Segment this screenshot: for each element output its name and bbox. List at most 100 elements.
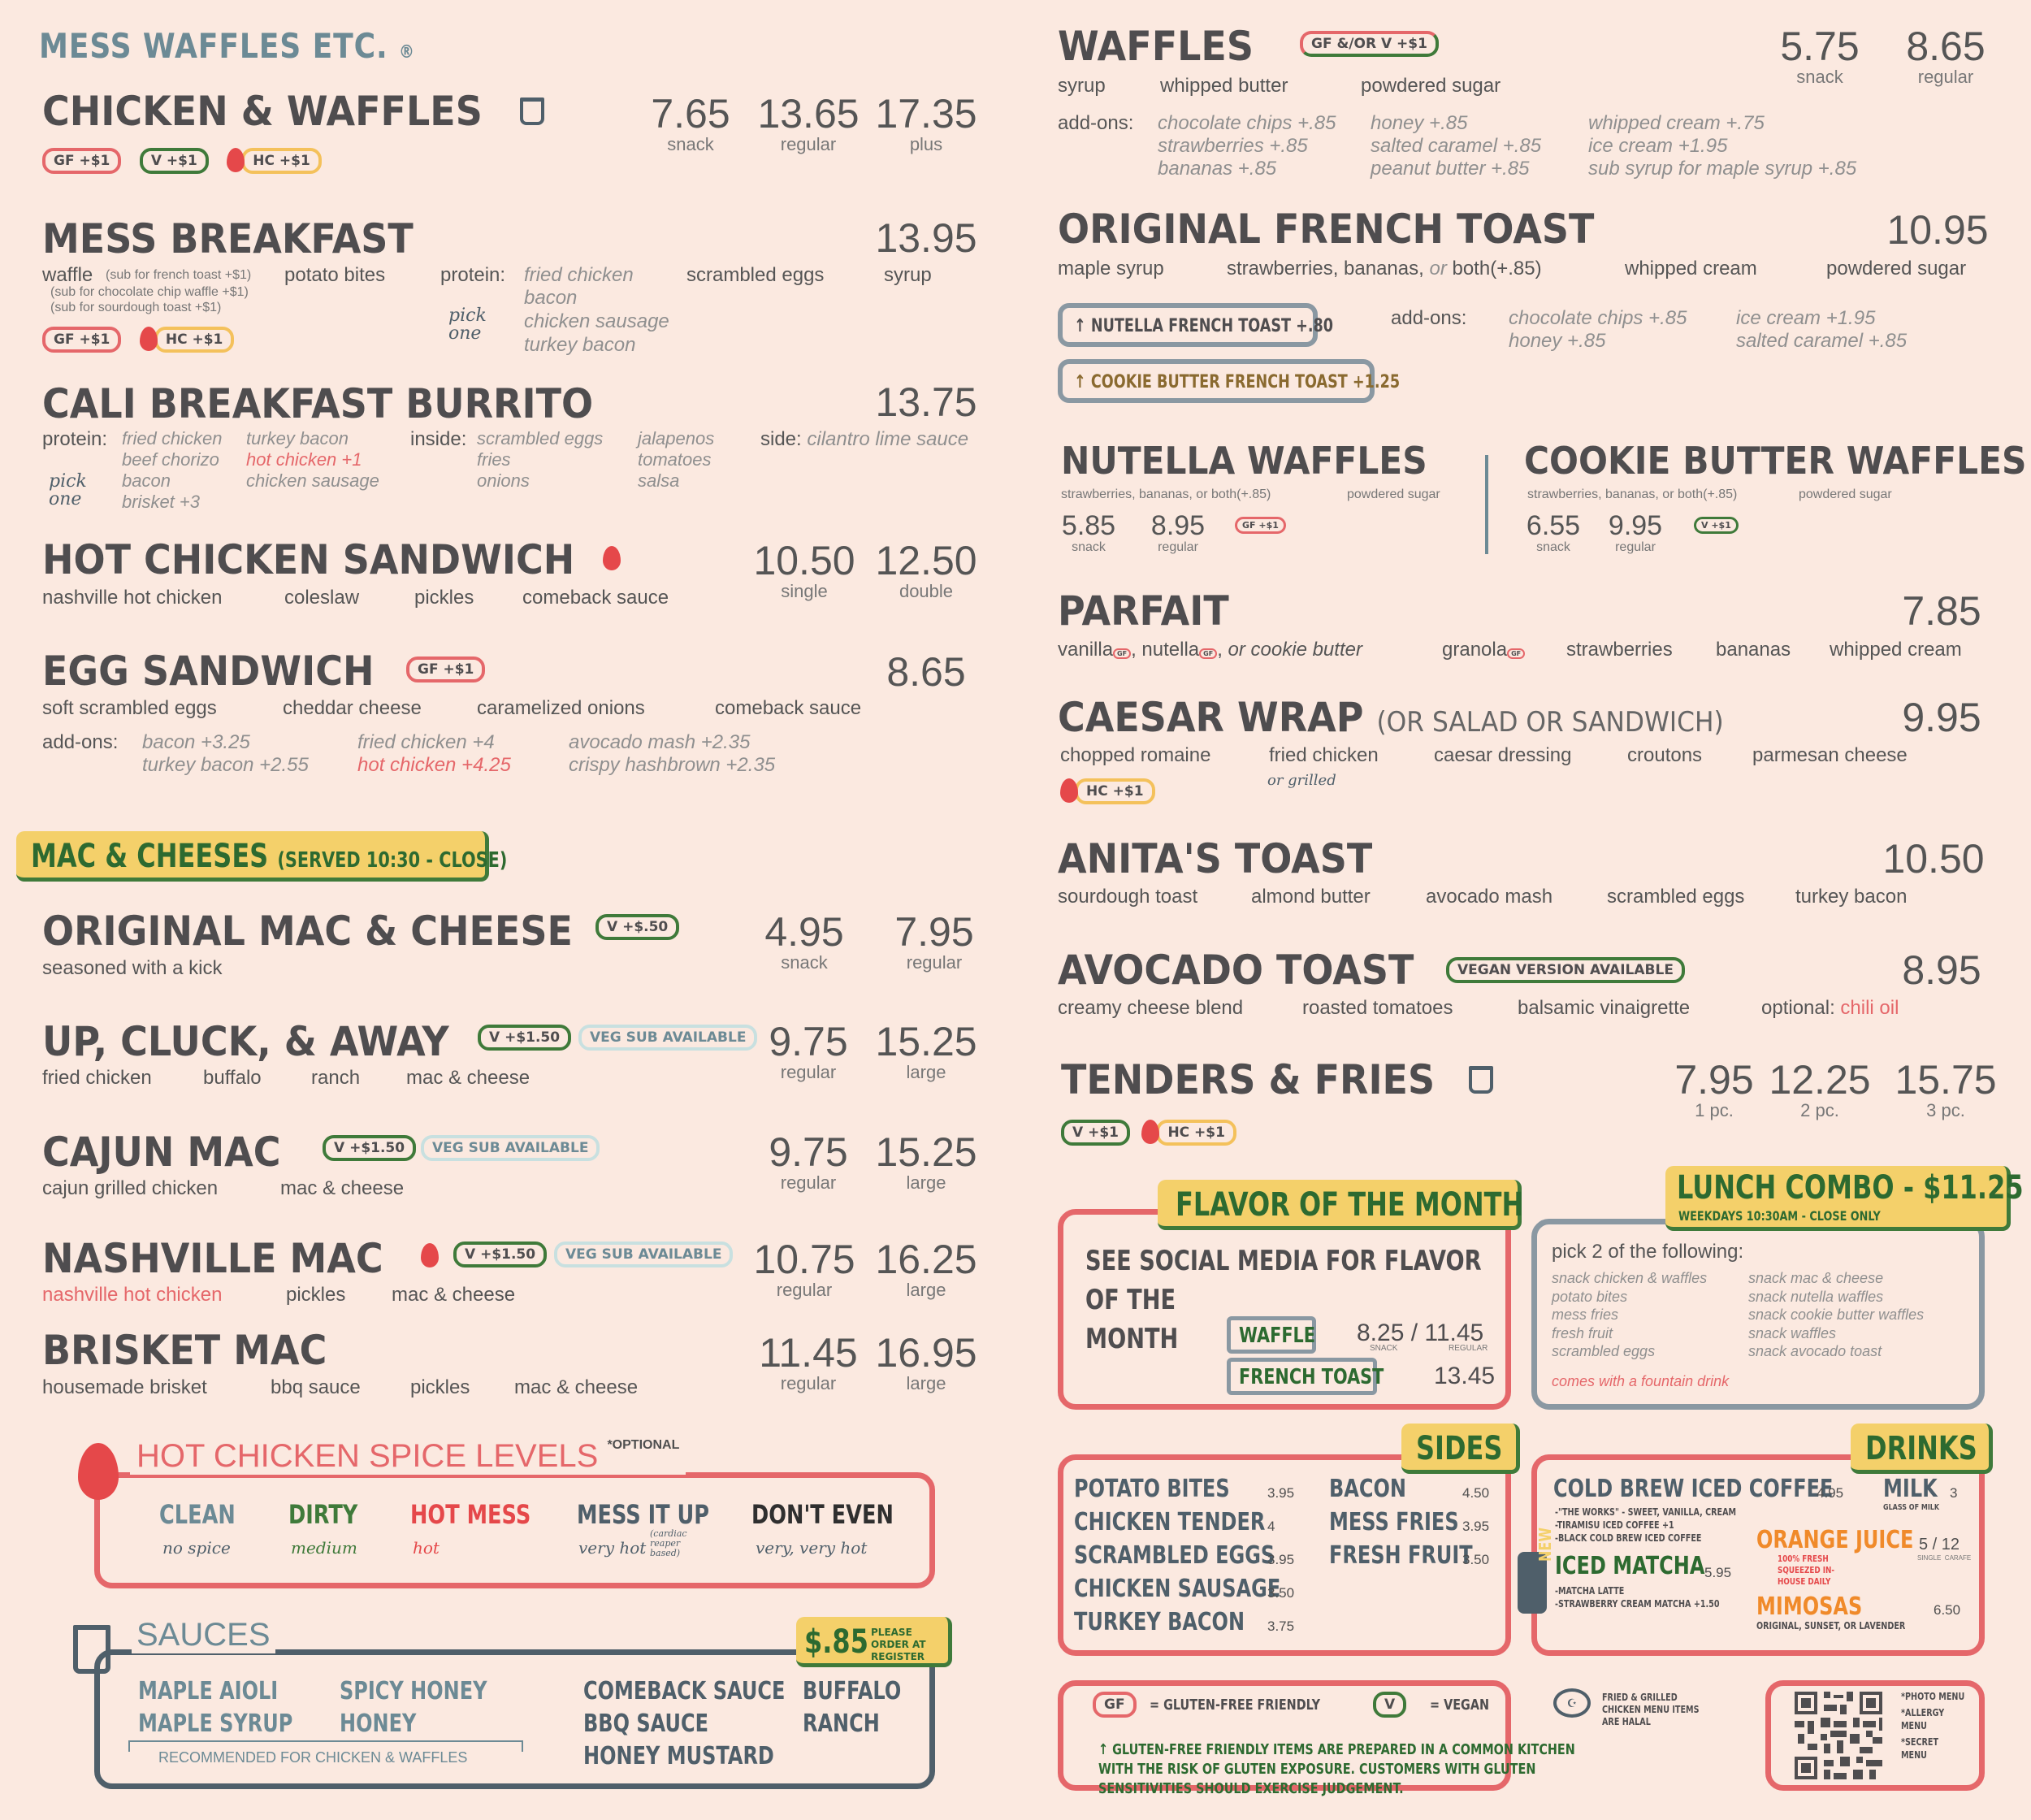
price: 12.25 2 pc. [1769,1057,1871,1120]
side-price: 3.75 [1267,1618,1295,1634]
qr-notes: *PHOTO MENU *ALLERGY MENU *SECRET MENU [1901,1691,1965,1761]
side-item: TURKEY BACON [1074,1608,1245,1636]
legend-text: = GLUTEN-FREE FRIENDLY [1150,1696,1321,1714]
spice-level-note: (cardiac reaper based) [650,1528,687,1558]
sauce-name: BBQ SAUCE [583,1710,708,1738]
item-desc: mac & cheese [280,1177,405,1199]
item-desc: optional: chili oil [1761,997,1899,1019]
sauces-box [94,1649,935,1789]
price: 15.25 large [875,1019,977,1082]
item-desc: caesar dressing [1434,744,1572,766]
item-desc: maple syrup [1058,258,1164,280]
drink-name: COLD BREW ICED COFFEE [1553,1475,1834,1503]
item-desc: potato bites [284,264,386,286]
unit-label: SINGLE CARAFE [1917,1554,1972,1562]
flavor-text: SEE SOCIAL MEDIA FOR FLAVOR [1085,1245,1482,1277]
sauce-name: RANCH [803,1710,880,1738]
price: 5.85 snack [1061,510,1116,554]
price: 4.95 snack [764,909,844,973]
item-desc: hot chicken +1 [246,449,362,470]
price: 13.45 [1434,1363,1496,1389]
addon: turkey bacon +2.55 [142,754,309,776]
item-desc: parmesan cheese [1752,744,1908,766]
qr-code-icon[interactable] [1791,1688,1886,1783]
item-title-nashville-mac: NASHVILLE MAC [42,1235,383,1282]
item-desc: side: cilantro lime sauce [760,428,969,450]
item-desc: protein: [42,428,108,450]
item-desc: turkey bacon [524,334,636,356]
item-desc: strawberries, bananas, or both(+.85) [1527,488,1738,501]
item-title-parfait: PARFAIT [1058,587,1229,635]
item-title-cali-burrito: CALI BREAKFAST BURRITO [42,380,594,427]
side-price: 3.50 [1462,1552,1490,1567]
lunch-options-col1: snack chicken & waffles potato bites mess … [1552,1270,1708,1359]
divider [128,1740,523,1752]
spice-level-name: MESS IT UP [577,1499,710,1530]
cup-icon [73,1625,110,1674]
veg-sub-badge: VEG SUB AVAILABLE [554,1242,734,1268]
side-price: 3.95 [1462,1519,1490,1534]
lunch-pick: pick 2 of the following: [1552,1241,1744,1263]
item-title-original-mac: ORIGINAL MAC & CHEESE [42,908,573,955]
sauce-name: HONEY MUSTARD [583,1742,774,1770]
item-desc: coleslaw [284,587,360,609]
flame-icon [227,147,245,172]
price: 9.95 [1902,695,1981,740]
veg-sub-badge: VEG SUB AVAILABLE [578,1025,758,1051]
addons-label: add-ons: [1391,307,1467,329]
unit-label: SNACK [1370,1344,1398,1353]
item-desc: cheddar cheese [283,697,422,719]
spice-level-name: CLEAN [159,1499,236,1530]
addon: avocado mash +2.35 [569,731,751,753]
item-desc: fried chicken [122,428,223,448]
side-price: 4 [1267,1519,1275,1534]
drink-name: MIMOSAS [1756,1592,1863,1621]
drink-name: ICED MATCHA [1555,1552,1705,1580]
item-desc: comeback sauce [715,697,862,719]
unit-label: REGULAR [1449,1344,1488,1353]
addon: salted caramel +.85 [1371,135,1542,157]
item-desc: avocado mash [1426,886,1553,908]
item-desc: balsamic vinaigrette [1518,997,1691,1019]
drink-notes: ORIGINAL, SUNSET, OR LAVENDER [1756,1620,1906,1632]
item-desc: jalapenos [638,428,715,448]
drinks-title: DRINKS [1851,1424,1993,1474]
price: 8.25 / 11.45 [1357,1320,1484,1346]
side-item: CHICKEN TENDER [1074,1508,1266,1536]
item-title-french-toast: ORIGINAL FRENCH TOAST [1058,206,1595,253]
drink-notes: 100% FRESH SQUEEZED IN-HOUSE DAILY [1778,1554,1835,1587]
addon: ice cream +1.95 [1588,135,1728,157]
item-title-hot-chicken-sandwich: HOT CHICKEN SANDWICH [42,536,575,583]
badge-row: GF +$1 V +$1 HC +$1 [42,147,322,174]
item-desc: bacon [524,287,578,309]
item-desc: seasoned with a kick [42,957,223,979]
price: 12.50 double [875,538,977,601]
price: 15.25 large [875,1129,977,1193]
sauce-recommendation: RECOMMENDED FOR CHICKEN & WAFFLES [158,1749,468,1766]
item-title-avocado-toast: AVOCADO TOAST [1058,947,1414,994]
spice-level-desc: very hot [578,1538,647,1558]
spice-level-desc: no spice [162,1538,231,1558]
item-desc: mac & cheese [514,1376,639,1398]
price: 15.75 3 pc. [1895,1057,1997,1120]
spice-level-name: DIRTY [288,1499,358,1530]
item-desc: strawberries, bananas, or both(+.85) [1061,488,1271,501]
price: 9.75 regular [769,1019,848,1082]
item-title-nutella-waffles: NUTELLA WAFFLES [1061,439,1427,483]
addon: sub syrup for maple syrup +.85 [1588,158,1857,180]
addon: hot chicken +4.25 [357,754,511,776]
item-desc: tomatoes [638,449,712,470]
item-desc: powdered sugar [1361,75,1501,97]
v-badge: V +$.50 [595,914,680,940]
flavor-text: OF THE [1085,1284,1176,1316]
item-desc: housemade brisket [42,1376,207,1398]
spice-level-desc: medium [291,1538,357,1558]
side-price: 3.95 [1267,1552,1295,1567]
drink-price: 5 / 12 [1919,1536,1960,1554]
new-badge: NEW [1518,1528,1555,1614]
side-item: POTATO BITES [1074,1475,1230,1503]
item-desc: brisket +3 [122,492,200,512]
item-desc: beef chorizo [122,449,219,470]
item-desc: pickles [414,587,474,609]
sauce-name: MAPLE AIOLI [138,1677,279,1705]
